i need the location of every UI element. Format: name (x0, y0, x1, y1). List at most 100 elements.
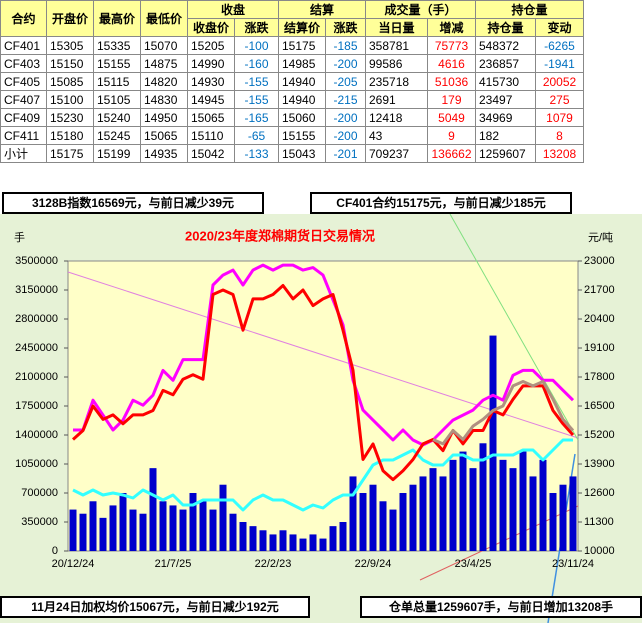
table-cell: 15199 (93, 144, 141, 163)
volume-bar (119, 493, 127, 551)
table-cell: 179 (427, 90, 476, 109)
x-tick-label: 22/9/24 (355, 558, 392, 570)
series-line (432, 380, 575, 446)
volume-bar (559, 484, 567, 551)
table-cell: -215 (325, 90, 366, 109)
volume-bar (509, 468, 517, 551)
volume-bar (219, 484, 227, 551)
table-cell: CF405 (0, 72, 47, 91)
table-cell: 15070 (140, 36, 188, 55)
table-cell: -201 (325, 144, 366, 163)
table-cell: 15065 (140, 126, 188, 145)
volume-bar (449, 459, 457, 551)
index-note: 3128B指数16569元，与前日减少39元 (2, 192, 264, 214)
table-cell: 2691 (365, 90, 428, 109)
table-cell: -200 (325, 108, 366, 127)
table-cell: 小计 (0, 144, 47, 163)
table-cell: -185 (325, 36, 366, 55)
volume-bar (169, 505, 177, 551)
x-tick-label: 20/12/24 (52, 558, 95, 570)
y2-tick-label: 13900 (584, 458, 615, 470)
futures-table: 合约 开盘价 最高价 最低价 收盘 结算 成交量（手） 持仓量 收盘价 涨跌 结算价 涨跌 当日量 增减持… (0, 0, 584, 163)
table-cell: -6265 (535, 36, 584, 55)
table-cell: 75773 (427, 36, 476, 55)
data-row: CF407 15100 15105 14830 14945 -155 14940 -215 26… (0, 90, 584, 109)
volume-bar (519, 451, 527, 551)
table-cell: 8 (535, 126, 584, 145)
y-axis-label: 手 (14, 230, 25, 244)
table-cell: CF407 (0, 90, 47, 109)
y-tick-label: 700000 (21, 487, 58, 499)
header-cell: 增减 (427, 18, 476, 37)
table-cell: 15085 (46, 72, 94, 91)
table-cell: 1259607 (475, 144, 536, 163)
table-cell: CF409 (0, 108, 47, 127)
chart-title: 2020/23年度郑棉期货日交易情况 (185, 228, 375, 243)
table-cell: 43 (365, 126, 428, 145)
table-cell: 15042 (187, 144, 235, 163)
volume-bar (299, 538, 307, 551)
table-cell: 15175 (46, 144, 94, 163)
table-cell: 235718 (365, 72, 428, 91)
table-cell: 15150 (46, 54, 94, 73)
volume-bar (439, 476, 447, 551)
header-cell: 结算 (278, 0, 366, 19)
table-cell: 548372 (475, 36, 536, 55)
header-cell: 涨跌 (325, 18, 366, 37)
table-cell: 15175 (278, 36, 326, 55)
table-cell: -200 (325, 126, 366, 145)
table-cell: 15105 (93, 90, 141, 109)
table-cell: 15305 (46, 36, 94, 55)
volume-bar (99, 517, 107, 551)
table-cell: -100 (234, 36, 279, 55)
warehouse-note: 仓单总量1259607手，与前日增加13208手 (360, 596, 642, 618)
table-cell: 5049 (427, 108, 476, 127)
volume-bar (259, 530, 267, 551)
data-row: CF401 15305 15335 15070 15205 -100 15175 -185 35… (0, 36, 584, 55)
table-cell: 182 (475, 126, 536, 145)
volume-bar (459, 451, 467, 551)
header-cell: 收盘 (187, 0, 279, 19)
y-tick-label: 0 (52, 545, 58, 557)
table-cell: -205 (325, 72, 366, 91)
volume-bar (199, 501, 207, 551)
header-cell: 涨跌 (234, 18, 279, 37)
volume-bar (479, 443, 487, 551)
y-tick-label: 1050000 (15, 458, 58, 470)
y2-tick-label: 21700 (584, 284, 615, 296)
volume-bar (349, 476, 357, 551)
table-cell: -155 (234, 90, 279, 109)
header-cell: 开盘价 (46, 0, 94, 37)
data-row: CF409 15230 15240 14950 15065 -165 15060 -200 12… (0, 108, 584, 127)
volume-bar (229, 513, 237, 551)
x-tick-label: 21/7/25 (155, 558, 192, 570)
y2-axis-label: 元/吨 (588, 231, 613, 244)
header-cell: 当日量 (365, 18, 428, 37)
table-cell: 14875 (140, 54, 188, 73)
header-cell: 变动 (535, 18, 584, 37)
table-cell: 14985 (278, 54, 326, 73)
table-cell: 415730 (475, 72, 536, 91)
header-cell: 持仓量 (475, 0, 584, 19)
table-cell: 1079 (535, 108, 584, 127)
table-cell: -65 (234, 126, 279, 145)
volume-bar (489, 335, 497, 551)
table-cell: -165 (234, 108, 279, 127)
table-cell: 275 (535, 90, 584, 109)
volume-bar (159, 501, 167, 551)
table-cell: 51036 (427, 72, 476, 91)
volume-bar (539, 459, 547, 551)
table-cell: 15180 (46, 126, 94, 145)
table-cell: -200 (325, 54, 366, 73)
volume-bar (279, 530, 287, 551)
y-tick-label: 3500000 (15, 255, 58, 267)
volume-bar (239, 522, 247, 551)
volume-bar (209, 509, 217, 551)
volume-bar (369, 484, 377, 551)
table-cell: 4616 (427, 54, 476, 73)
data-row: CF405 15085 15115 14820 14930 -155 14940 -205 23… (0, 72, 584, 91)
table-header: 合约 开盘价 最高价 最低价 收盘 结算 成交量（手） 持仓量 收盘价 涨跌 结算价 涨跌 当日量 增减持… (0, 0, 584, 37)
y2-tick-label: 23000 (584, 255, 615, 267)
table-cell: 34969 (475, 108, 536, 127)
header-cell: 合约 (0, 0, 47, 37)
